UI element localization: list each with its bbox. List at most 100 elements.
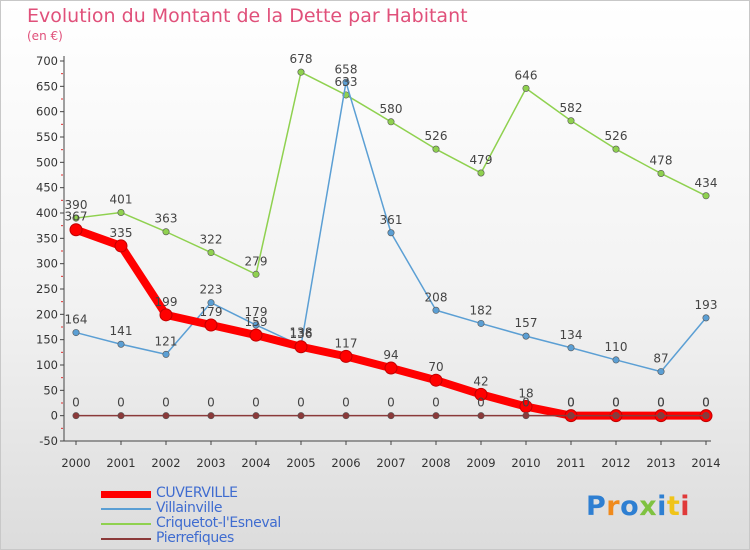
data-label: 279 [245,254,268,268]
data-label: 0 [612,396,620,410]
data-label: 0 [702,396,710,410]
data-point [612,356,620,364]
data-point [387,412,395,420]
data-label: 526 [605,129,628,143]
x-tick-label: 2011 [556,456,585,470]
data-point [522,412,530,420]
x-tick-label: 2012 [601,456,630,470]
data-point [474,387,488,401]
logo-letter: x [639,491,658,522]
data-label: 164 [65,313,88,327]
data-point [252,270,260,278]
data-label: 193 [695,298,718,312]
data-point [429,373,443,387]
data-point [342,412,350,420]
data-label: 367 [65,210,88,224]
x-tick-label: 2013 [646,456,675,470]
data-label: 199 [155,295,178,309]
data-label: 0 [567,396,575,410]
data-label: 134 [560,328,583,342]
data-label: 0 [117,396,125,410]
data-point [207,412,215,420]
legend-swatch [101,491,151,498]
data-label: 0 [612,396,620,410]
y-tick-label: 700 [36,54,58,68]
data-label: 0 [207,396,215,410]
data-label: 322 [200,233,223,247]
data-label: 0 [162,396,170,410]
logo-letter: P [586,491,607,522]
data-label: 117 [335,336,358,350]
data-point [387,118,395,126]
y-tick-label: 250 [36,282,58,296]
data-label: 582 [560,101,583,115]
data-label: 70 [428,360,443,374]
data-point [477,169,485,177]
data-label: 0 [702,396,710,410]
y-tick-label: 150 [36,333,58,347]
data-point [297,412,305,420]
data-point [477,412,485,420]
data-label: 0 [297,396,305,410]
data-point [384,361,398,375]
data-label: 526 [425,129,448,143]
y-tick-label: 0 [51,409,58,423]
legend-swatch [101,508,151,510]
data-point [522,84,530,92]
data-label: 0 [387,396,395,410]
data-point [387,229,395,237]
data-point [702,412,710,420]
data-label: 110 [605,340,628,354]
data-point [432,145,440,153]
data-point [117,208,125,216]
data-label: 390 [65,198,88,212]
data-label: 434 [695,176,718,190]
data-point [567,412,575,420]
data-point [612,412,620,420]
x-tick-label: 2009 [466,456,495,470]
y-tick-label: 500 [36,155,58,169]
data-label: 208 [425,290,448,304]
x-tick-label: 2010 [511,456,540,470]
data-label: 478 [650,153,673,167]
data-label: 87 [653,352,668,366]
data-point [204,318,218,332]
data-label: 0 [342,396,350,410]
data-point [207,299,215,307]
data-label: 0 [657,396,665,410]
data-point [657,412,665,420]
logo-letter: i [680,491,691,522]
y-tick-label: 650 [36,79,58,93]
data-label: 138 [290,326,313,340]
data-point [297,68,305,76]
data-point [432,306,440,314]
x-tick-label: 2000 [61,456,90,470]
y-tick-label: 200 [36,307,58,321]
data-point [159,308,173,322]
data-point [72,412,80,420]
data-point [477,319,485,327]
legend-label: Criquetot-l'Esneval [156,515,281,531]
data-label: 0 [522,396,530,410]
legend-label: Villainville [156,500,223,516]
data-label: 18 [518,387,533,401]
legend-label: Pierrefiques [156,530,234,546]
data-label: 182 [470,303,493,317]
data-label: 633 [335,75,358,89]
data-point [72,214,80,222]
data-label: 0 [72,396,80,410]
data-label: 179 [245,305,268,319]
legend-label: CUVERVILLE [156,485,238,501]
x-tick-label: 2006 [331,456,360,470]
data-point [69,223,83,237]
data-point [702,314,710,322]
data-point [207,249,215,257]
data-point [567,117,575,125]
logo-letter: t [666,491,681,522]
logo-letter: r [606,491,621,522]
data-label: 94 [383,348,398,362]
logo-letter: o [620,491,640,522]
data-point [339,349,353,363]
